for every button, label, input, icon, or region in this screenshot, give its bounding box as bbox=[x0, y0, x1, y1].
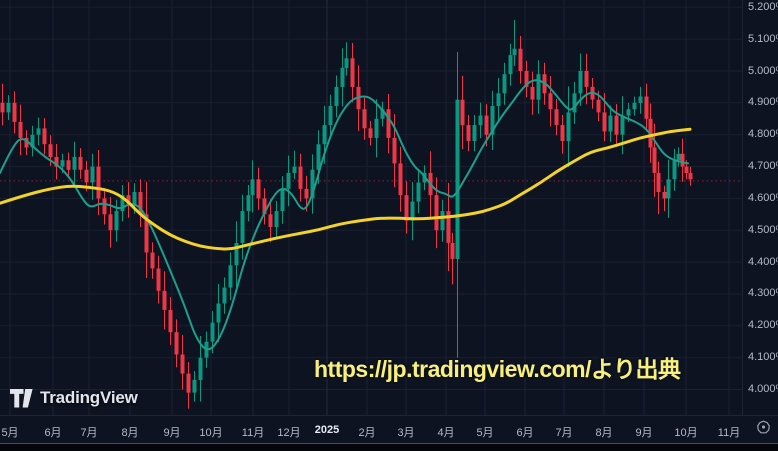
time-tick-label: 4月 bbox=[437, 427, 455, 439]
gridlines bbox=[0, 0, 742, 415]
candlestick-chart bbox=[0, 0, 742, 415]
price-tick-label: 4.100% bbox=[748, 351, 778, 363]
time-tick-label: 7月 bbox=[555, 427, 573, 439]
price-tick-label: 4.800% bbox=[748, 128, 778, 140]
price-tick-label: 4.500% bbox=[748, 224, 778, 236]
time-tick-label: 8月 bbox=[121, 427, 139, 439]
time-tick-label: 2025 bbox=[314, 424, 340, 436]
time-tick-label: 11月 bbox=[717, 427, 741, 439]
time-tick-label: 5月 bbox=[476, 427, 494, 439]
price-tick-label: 4.600% bbox=[748, 192, 778, 204]
time-tick-label: 12月 bbox=[277, 427, 301, 439]
time-tick-label: 6月 bbox=[44, 427, 62, 439]
time-tick-label: 10月 bbox=[674, 427, 698, 439]
price-tick-label: 4.300% bbox=[748, 287, 778, 299]
tradingview-logo-icon bbox=[10, 388, 33, 407]
time-tick-label: 6月 bbox=[516, 427, 534, 439]
price-tick-label: 5.100% bbox=[748, 33, 778, 45]
time-tick-label: 11月 bbox=[241, 427, 265, 439]
price-chart-pane[interactable]: https://jp.tradingview.com/より出典 TradingV… bbox=[0, 0, 742, 415]
price-tick-label: 5.200% bbox=[748, 1, 778, 13]
ma_fast-line[interactable] bbox=[0, 79, 689, 351]
time-tick-label: 8月 bbox=[595, 427, 613, 439]
time-tick-label: 9月 bbox=[635, 427, 653, 439]
tradingview-logo[interactable]: TradingView bbox=[10, 388, 138, 408]
time-tick-label: 9月 bbox=[163, 427, 181, 439]
price-axis[interactable]: 5.200% 5.100% 5.000% 4.900% 4.800% 4.700% 4.60… bbox=[742, 0, 778, 415]
time-axis[interactable]: 5月 6月 7月 8月 9月 10月 11月 12月 2025 2月 3月 4月 5月 6月 7月 8月 9月 1… bbox=[0, 415, 778, 444]
source-watermark: https://jp.tradingview.com/より出典 bbox=[314, 356, 681, 382]
time-tick-label: 10月 bbox=[199, 427, 223, 439]
candles bbox=[0, 20, 693, 409]
axis-settings-gear-icon[interactable] bbox=[756, 420, 771, 435]
price-tick-label: 5.000% bbox=[748, 65, 778, 77]
time-tick-label: 7月 bbox=[80, 427, 98, 439]
price-tick-label: 4.900% bbox=[748, 96, 778, 108]
time-tick-label: 5月 bbox=[1, 427, 19, 439]
time-tick-label: 2月 bbox=[358, 427, 376, 439]
bottom-toolbar-strip bbox=[0, 443, 778, 451]
price-tick-label: 4.200% bbox=[748, 319, 778, 331]
ma_slow-line[interactable] bbox=[0, 127, 692, 251]
time-tick-label: 3月 bbox=[397, 427, 415, 439]
price-tick-label: 4.700% bbox=[748, 160, 778, 172]
tradingview-logo-text: TradingView bbox=[40, 388, 138, 407]
price-tick-label: 4.400% bbox=[748, 256, 778, 268]
price-tick-label: 4.000% bbox=[748, 383, 778, 395]
